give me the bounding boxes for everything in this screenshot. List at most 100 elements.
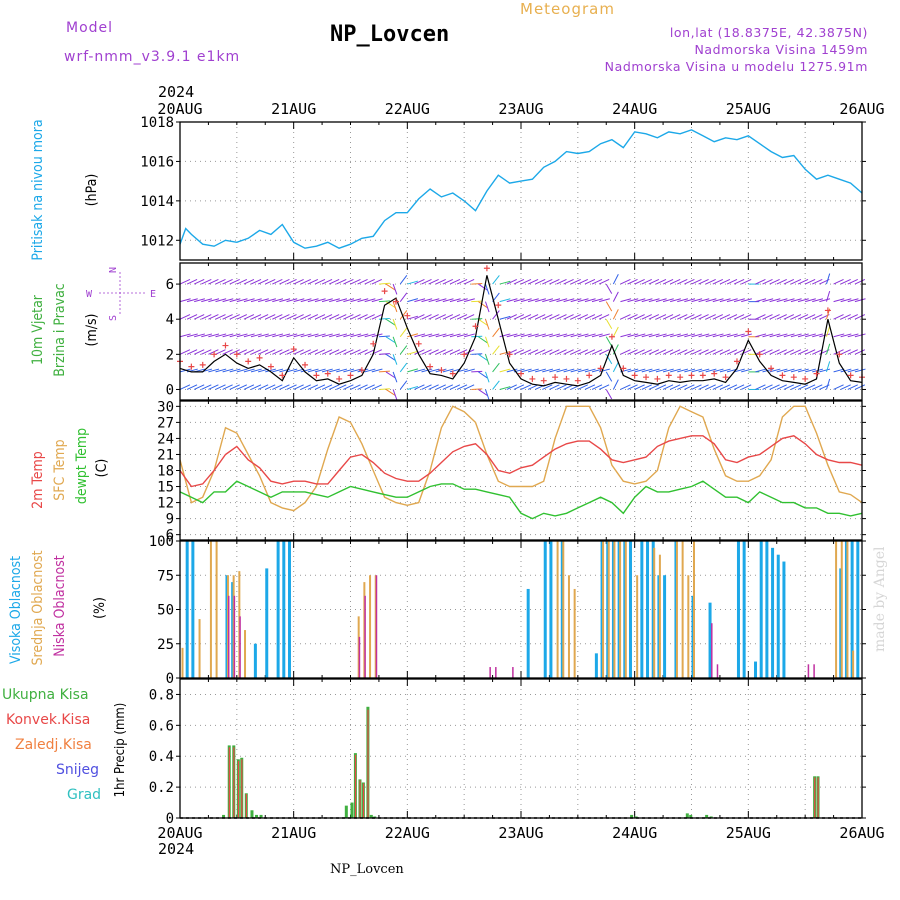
wind-barb [314,314,326,320]
wind-barb [321,314,333,320]
wind-barb [399,362,408,373]
wind-barb [648,333,660,338]
wind-barb [201,278,212,285]
wind-barb [797,333,809,338]
wind-barb [513,314,525,320]
wind-gust-marker [279,372,286,379]
wind-barb [854,314,866,320]
wind-barb [421,384,432,390]
wind-barb [563,333,575,338]
wind-gust-marker [608,333,615,340]
wind-barb [364,314,375,320]
wind-barb [577,298,589,303]
wind-barb [556,333,568,338]
wind-barb [669,278,681,285]
wind-barb [385,318,396,326]
wind-barb [222,298,234,303]
wind-barb [364,333,376,338]
wind-barb [741,278,752,285]
wind-barb [783,278,795,285]
high-cloud-bar [771,547,775,678]
total-precip-bar [255,814,259,818]
total-precip-bar [373,816,377,818]
mid-cloud-bar [835,541,838,678]
wind-barb [179,349,191,355]
panel-frame [179,678,863,819]
x-tick-label-bottom: 24AUG [612,824,657,842]
pressure-line [179,129,863,249]
wind-barb [669,349,681,355]
wind-gust-marker [506,351,513,358]
wind-barb [705,368,717,373]
mid-cloud-ylabel: Srednja Oblacnost [30,550,46,665]
wind-gust-marker [313,372,320,379]
wind-barb [783,333,795,338]
wind-barb [321,349,333,355]
wind-barb [478,283,488,291]
wind-barb [378,317,390,320]
model-label: Model [66,20,114,36]
wind-barb [563,368,575,373]
wind-barb [790,278,802,285]
y-tick-label: 1016 [140,154,174,170]
wind-barb [783,349,795,355]
wind-barb [229,314,240,320]
wind-barb [321,278,333,285]
wind-barb [612,291,619,302]
wind-barb [485,389,490,401]
wind-barb [442,298,454,303]
wind-barb [407,280,419,285]
wind-barb [677,314,688,320]
wind-barb [499,368,511,373]
wind-barb [399,380,408,390]
wind-barb [506,314,517,320]
wind-barb [471,335,483,338]
wind-barb [328,278,340,285]
wind-barb [371,278,382,285]
wind-barb [392,389,398,400]
y-tick-label: 0.2 [149,780,174,796]
mid-cloud-bar [846,541,849,678]
wind-gust-marker [756,351,763,358]
x-tick-label-bottom: 25AUG [726,824,771,842]
wind-barb [392,319,398,330]
wind-barb [584,333,596,338]
wind-barb [399,327,408,338]
wind-barb [527,278,539,285]
conv-precip-bar [354,754,357,818]
wind-barb [627,314,638,320]
wind-barb [670,298,681,303]
wind-barb [840,333,852,338]
wind-barb [598,278,610,285]
high-cloud-bar [776,554,780,678]
wind-barb [485,283,490,295]
wind-barb [464,333,475,338]
wind-barb [755,349,766,355]
wind-barb [357,333,369,338]
panel-frame [179,121,863,261]
high-cloud-bar [628,541,632,678]
elevation: Nadmorska Visina 1459m [694,42,868,57]
wind-gust-marker [324,370,331,377]
x-tick-label-top: 26AUG [839,100,884,118]
wind-barb [442,368,454,373]
wind-barb [392,301,398,313]
wind-barb [691,349,702,355]
wind-barb [584,368,596,373]
wind-barb [222,384,233,390]
low-cloud-bar [233,595,236,678]
wind-barb [499,333,511,338]
wind-barb [549,333,561,338]
wind-barb [250,298,262,303]
wind-barb [648,349,660,355]
wind-barb [641,298,653,303]
wind-barb [272,278,283,285]
wind-barb [236,298,248,303]
wind-barb [513,333,525,338]
wind-barb [705,384,716,390]
y-tick-label: 0 [166,382,174,398]
wind-gust-marker [620,365,627,372]
wind-barb [812,314,823,320]
wind-barb [307,368,319,373]
wind-barb [314,278,326,285]
